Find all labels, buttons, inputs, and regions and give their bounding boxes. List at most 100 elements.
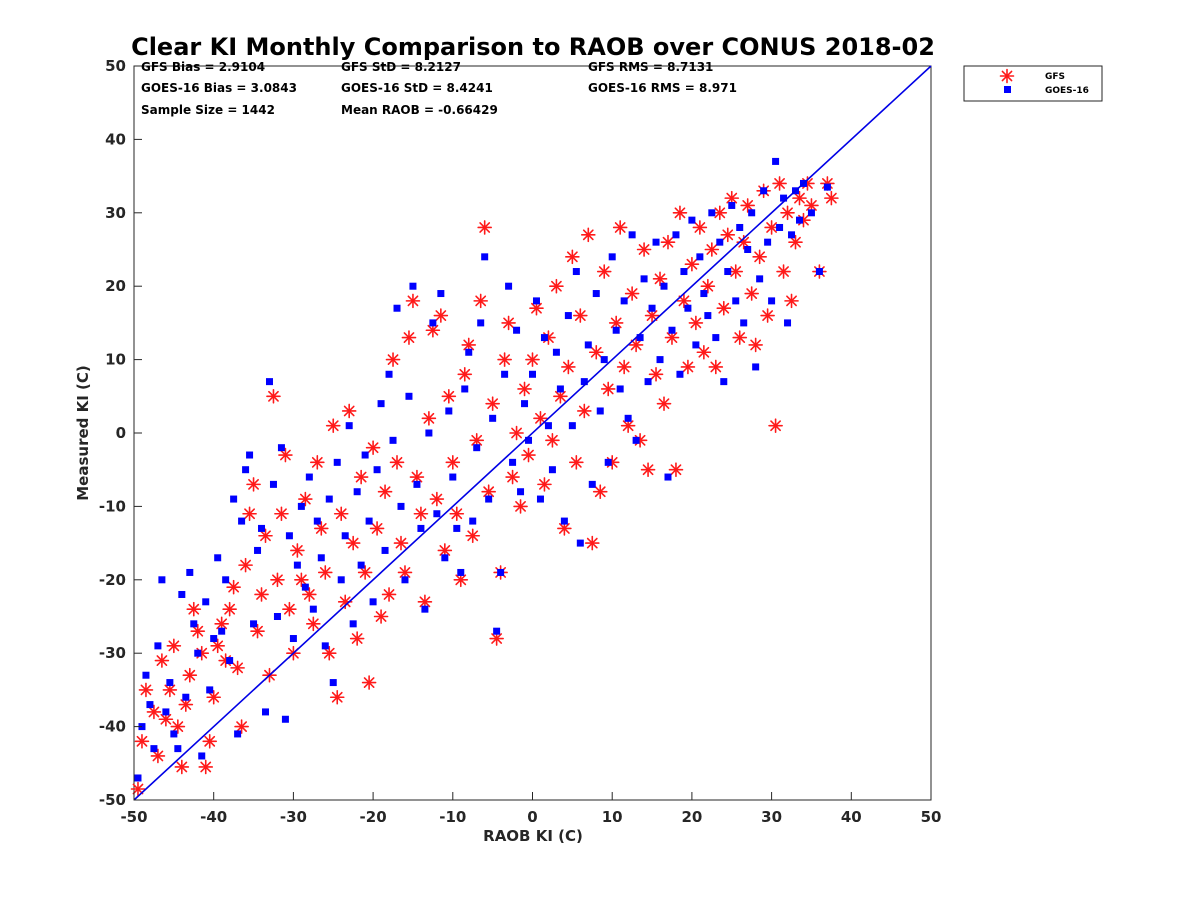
point-gfs <box>648 366 664 382</box>
point-gfs <box>612 220 628 235</box>
point-goes-16 <box>624 414 632 422</box>
point-goes-16 <box>453 524 461 532</box>
point-gfs <box>489 631 504 646</box>
point-goes-16 <box>409 282 417 290</box>
point-goes-16 <box>437 290 445 298</box>
y-tick-label: 40 <box>105 130 126 148</box>
point-gfs <box>290 543 305 558</box>
point-gfs <box>353 469 369 485</box>
point-gfs <box>501 315 516 331</box>
point-gfs <box>521 447 536 463</box>
point-gfs <box>321 645 337 661</box>
legend-gfs-asterisk <box>999 68 1015 84</box>
point-gfs <box>238 557 253 573</box>
y-tick-label: 0 <box>116 424 126 442</box>
point-goes-16 <box>632 436 640 444</box>
point-gfs <box>146 704 162 720</box>
point-goes-16 <box>246 451 254 459</box>
point-goes-16 <box>166 679 174 687</box>
point-gfs <box>573 308 588 323</box>
point-goes-16 <box>596 407 604 415</box>
point-gfs <box>668 462 684 478</box>
point-goes-16 <box>652 238 660 246</box>
point-goes-16 <box>477 319 485 327</box>
point-gfs <box>138 682 154 698</box>
point-gfs <box>254 587 269 602</box>
data-points-layer <box>130 157 839 797</box>
point-goes-16 <box>712 334 720 342</box>
point-gfs <box>298 491 313 507</box>
point-gfs <box>202 733 218 749</box>
point-gfs <box>230 660 245 676</box>
point-goes-16 <box>449 473 457 481</box>
point-goes-16 <box>640 275 648 283</box>
point-gfs <box>282 601 297 617</box>
point-gfs <box>349 631 365 646</box>
point-gfs <box>537 477 552 492</box>
point-goes-16 <box>262 708 270 716</box>
point-goes-16 <box>529 370 536 378</box>
point-gfs <box>577 403 592 419</box>
point-gfs <box>596 264 612 279</box>
point-gfs <box>150 748 166 764</box>
point-gfs <box>258 528 273 544</box>
point-goes-16 <box>341 532 349 540</box>
point-gfs <box>712 205 728 221</box>
point-gfs <box>704 242 720 257</box>
chart-title: Clear KI Monthly Comparison to RAOB over… <box>131 33 935 61</box>
point-gfs <box>361 675 377 690</box>
point-gfs <box>210 638 225 654</box>
point-goes-16 <box>525 436 533 444</box>
point-gfs <box>134 733 150 749</box>
point-goes-16 <box>417 524 425 532</box>
point-goes-16 <box>740 319 748 327</box>
point-gfs <box>473 293 488 309</box>
point-goes-16 <box>134 774 142 782</box>
point-goes-16 <box>592 290 600 298</box>
point-gfs <box>310 455 325 470</box>
point-goes-16 <box>429 319 437 327</box>
point-goes-16 <box>301 583 309 591</box>
point-goes-16 <box>604 458 612 466</box>
point-goes-16 <box>433 510 441 518</box>
point-gfs <box>584 535 600 551</box>
point-gfs <box>182 667 198 683</box>
point-gfs <box>624 286 640 301</box>
point-goes-16 <box>393 304 401 312</box>
point-goes-16 <box>485 495 493 503</box>
point-gfs <box>728 264 744 279</box>
point-goes-16 <box>309 605 317 613</box>
y-tick-label: -40 <box>99 718 126 736</box>
point-gfs <box>278 447 293 463</box>
point-goes-16 <box>445 407 453 415</box>
legend-goes-marker <box>1004 86 1011 93</box>
point-gfs <box>166 638 182 654</box>
point-gfs <box>748 337 763 353</box>
legend-gfs-marker <box>999 68 1015 84</box>
y-tick-label: -30 <box>99 644 126 662</box>
point-goes-16 <box>333 458 341 466</box>
y-tick-label: -50 <box>99 791 126 809</box>
x-tick-label: 30 <box>761 808 782 826</box>
point-goes-16 <box>564 312 572 320</box>
point-goes-16 <box>552 348 560 356</box>
point-gfs <box>365 440 381 455</box>
point-goes-16 <box>716 238 724 246</box>
point-goes-16 <box>461 385 469 393</box>
point-gfs <box>369 521 385 536</box>
point-goes-16 <box>584 341 592 349</box>
point-goes-16 <box>389 436 397 444</box>
point-gfs <box>345 535 361 551</box>
point-goes-16 <box>608 253 616 261</box>
point-goes-16 <box>489 414 497 422</box>
point-gfs <box>760 308 775 323</box>
point-goes-16 <box>357 561 365 569</box>
point-gfs <box>441 388 457 404</box>
point-gfs <box>477 220 492 235</box>
y-tick-label: 10 <box>105 351 126 369</box>
point-gfs <box>393 535 409 551</box>
point-gfs <box>700 278 716 294</box>
point-gfs <box>509 425 524 441</box>
point-gfs <box>588 344 604 360</box>
point-goes-16 <box>700 290 708 298</box>
